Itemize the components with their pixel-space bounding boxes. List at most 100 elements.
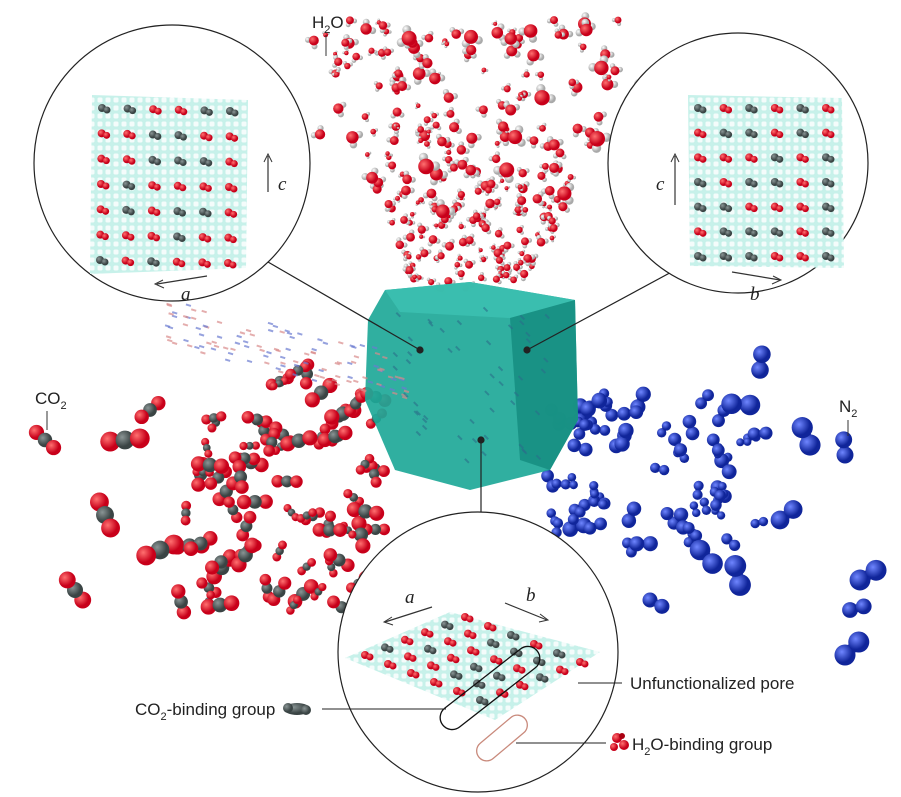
streak: [497, 365, 504, 372]
streak: [382, 355, 388, 360]
nitrogen: [865, 559, 887, 581]
oxygen: [517, 196, 527, 206]
nitrogen: [682, 414, 697, 429]
h2o-binding-group: [489, 624, 497, 632]
nitrogen: [546, 508, 557, 518]
oxygen: [334, 71, 340, 78]
oxygen: [464, 29, 479, 44]
water-molecule: [518, 24, 538, 43]
streak: [230, 347, 236, 352]
oxygen: [136, 545, 157, 566]
co2-molecule: [296, 508, 317, 523]
n2-molecule: [721, 393, 761, 416]
co2-molecule: [236, 494, 273, 510]
water-molecule: [382, 46, 394, 56]
water-molecule: [498, 177, 505, 184]
oxygen: [269, 381, 278, 391]
water-molecule: [593, 111, 607, 126]
oxygen: [523, 71, 530, 78]
crystal: [365, 282, 578, 490]
oxygen: [472, 212, 481, 221]
oxygen: [344, 62, 351, 70]
nitrogen: [729, 539, 741, 551]
oxygen: [491, 26, 504, 39]
h2o-binding-group: [127, 259, 135, 267]
water-molecule: [503, 45, 521, 59]
nitrogen: [618, 422, 634, 439]
streak: [423, 414, 429, 421]
oxygen: [541, 162, 549, 170]
water-molecule: [520, 207, 529, 216]
streak: [185, 303, 192, 307]
text-part: CO: [35, 389, 61, 408]
nitrogen: [836, 446, 854, 464]
co2-binding-group: [103, 106, 111, 114]
oxygen: [415, 200, 420, 205]
water-molecule: [402, 229, 415, 242]
oxygen: [420, 249, 429, 258]
nitrogen: [567, 472, 577, 482]
co2-molecule: [351, 515, 371, 554]
nitrogen: [701, 505, 712, 515]
h2o-binding-group: [432, 663, 440, 671]
oxygen: [397, 80, 408, 92]
oxygen: [395, 240, 405, 250]
axis-label: b: [526, 585, 536, 606]
connectors: [267, 261, 691, 513]
streak: [387, 375, 394, 379]
n2-molecule: [699, 497, 712, 515]
co2-binding-group: [515, 650, 523, 658]
water-molecule: [504, 185, 511, 192]
streak: [543, 357, 549, 363]
co2-molecule: [304, 377, 338, 408]
oxygen: [426, 188, 437, 199]
co2-binding-group: [101, 258, 109, 266]
streak: [190, 316, 197, 321]
subscript: 2: [324, 24, 330, 36]
streak: [534, 410, 541, 416]
axis-label: c: [656, 174, 665, 195]
water-molecule: [546, 136, 564, 151]
streak: [510, 399, 516, 406]
carbon: [245, 441, 254, 450]
co2-molecule: [100, 428, 150, 452]
water-molecule: [383, 28, 392, 37]
water-molecule: [419, 246, 432, 258]
streak: [525, 338, 532, 344]
n2-molecule: [642, 592, 670, 614]
axis-label: a: [181, 284, 191, 305]
oxygen: [171, 584, 186, 599]
water-molecule: [395, 237, 408, 250]
binding-groups: [361, 613, 589, 706]
oxygen: [338, 425, 353, 441]
streak: [249, 333, 256, 337]
nitrogen: [621, 513, 637, 528]
nitrogen: [573, 428, 586, 440]
nitrogen: [552, 517, 564, 529]
streak: [421, 424, 428, 431]
oxygen: [466, 44, 477, 56]
co2-molecule: [201, 437, 213, 458]
streak: [259, 348, 265, 353]
co2-molecule: [310, 582, 327, 601]
nitrogen: [685, 426, 700, 441]
carbon: [115, 430, 135, 450]
nitrogen: [580, 401, 596, 417]
oxygen: [454, 261, 461, 268]
water-molecule: [397, 76, 412, 92]
water-molecule: [513, 261, 523, 271]
water-molecule: [465, 233, 476, 246]
nitrogen: [635, 386, 651, 402]
water-molecule: [443, 106, 455, 118]
h2o-binding-group: [827, 106, 835, 114]
co2-binding-group: [725, 229, 733, 237]
oxygen: [549, 224, 558, 232]
oxygen: [344, 50, 349, 56]
oxygen: [271, 475, 284, 488]
nitrogen: [751, 361, 769, 379]
streak: [427, 318, 433, 325]
streak: [395, 311, 402, 318]
nitrogen: [729, 574, 751, 596]
oxygen: [606, 74, 612, 80]
water-molecule: [534, 71, 545, 81]
